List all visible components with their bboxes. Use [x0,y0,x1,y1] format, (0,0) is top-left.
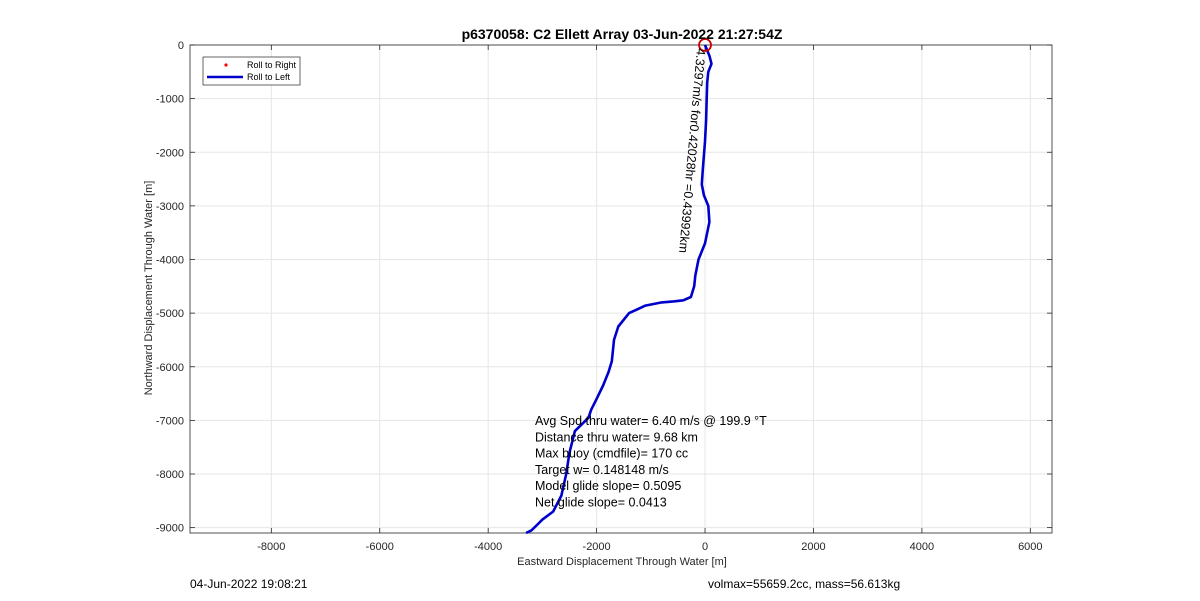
footer-timestamp: 04-Jun-2022 19:08:21 [190,577,308,591]
y-tick-label-3: -3000 [156,201,184,213]
y-tick-label-5: -5000 [156,308,184,320]
y-tick-label-8: -8000 [156,469,184,481]
stats-line-5: Net glide slope= 0.0413 [535,496,667,510]
legend: Roll to Right Roll to Left [202,56,301,86]
x-tick-label-4: 0 [702,541,708,553]
y-tick-label-4: -4000 [156,255,184,267]
y-tick-label-0: 0 [178,40,184,52]
y-tick-label-6: -6000 [156,362,184,374]
stats-line-4: Model glide slope= 0.5095 [535,479,681,493]
x-tick-label-3: -2000 [583,541,611,553]
legend-entry-roll-left: Roll to Left [247,72,291,82]
y-tick-label-1: -1000 [156,94,184,106]
stats-line-1: Distance thru water= 9.68 km [535,430,698,444]
stats-line-0: Avg Spd thru water= 6.40 m/s @ 199.9 °T [535,414,767,428]
x-axis-label: Eastward Displacement Through Water [m] [517,556,727,568]
y-tick-label-2: -2000 [156,147,184,159]
legend-box [202,56,301,86]
grid [190,44,1052,533]
series-group [525,38,713,535]
x-tick-label-7: 6000 [1018,541,1042,553]
series-roll-to-left-line [525,44,713,535]
stats-block: Avg Spd thru water= 6.40 m/s @ 199.9 °T D… [535,414,767,510]
y-axis-label: Northward Displacement Through Water [m] [143,181,155,396]
chart-title: p6370058: C2 Ellett Array 03-Jun-2022 21… [462,26,783,42]
y-tick-label-9: -9000 [156,523,184,535]
x-tick-label-1: -6000 [366,541,394,553]
legend-marker-roll-right [224,63,228,67]
footer-volmax-mass: volmax=55659.2cc, mass=56.613kg [708,577,900,591]
stats-line-2: Max buoy (cmdfile)= 170 cc [535,447,688,461]
legend-entry-roll-right: Roll to Right [247,60,297,70]
start-marker [698,38,712,52]
x-tick-label-6: 4000 [910,541,934,553]
stats-line-3: Target w= 0.148148 m/s [535,463,669,477]
x-tick-label-0: -8000 [257,541,285,553]
ticks: -8000 -6000 -4000 -2000 0 2000 4000 6000 0 -1000 -… [156,40,1052,553]
axes-box [189,44,1053,534]
x-tick-label-2: -4000 [474,541,502,553]
x-tick-label-5: 2000 [801,541,825,553]
y-tick-label-7: -7000 [156,415,184,427]
